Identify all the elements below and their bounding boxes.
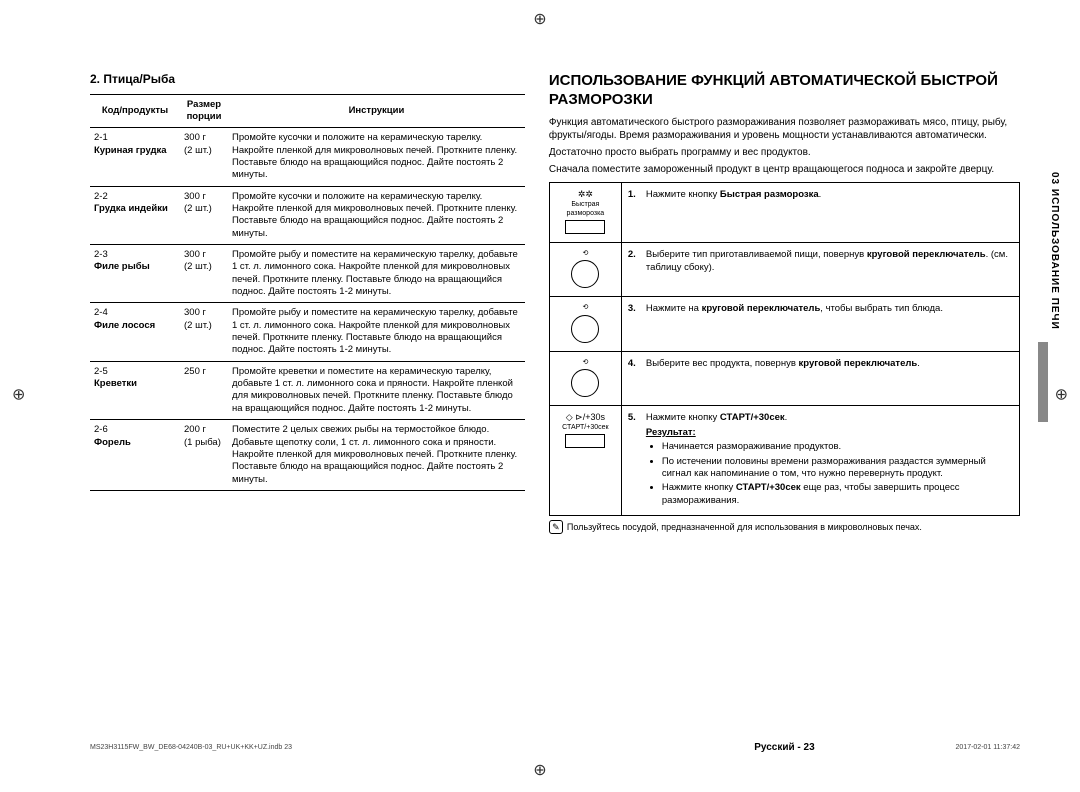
step-icon-cell: ⟲ [549,351,621,405]
step-row: ◇ ⊳/+30sСТАРТ/+30сек5.Нажмите кнопку СТА… [549,405,1019,515]
footer-file: MS23H3115FW_BW_DE68-04240B-03_RU+UK+KK+U… [90,743,292,752]
section-heading: 2. Птица/Рыба [90,72,525,88]
side-tab: 03 ИСПОЛЬЗОВАНИЕ ПЕЧИ [1048,172,1068,372]
cell-instr: Поместите 2 целых свежих рыбы на термост… [228,420,525,491]
table-row: 2-4Филе лосося300 г(2 шт.)Промойте рыбу … [90,303,525,361]
right-column: ИСПОЛЬЗОВАНИЕ ФУНКЦИЙ АВТОМАТИЧЕСКОЙ БЫС… [549,72,1020,714]
steps-table: ✲✲Быстрая разморозка1.Нажмите кнопку Быс… [549,182,1020,517]
footer-meta: MS23H3115FW_BW_DE68-04240B-03_RU+UK+KK+U… [90,743,1020,752]
cell-code: 2-5Креветки [90,361,180,419]
step-text-cell: 4.Выберите вес продукта, повернув кругов… [621,351,1019,405]
cell-instr: Промойте кусочки и положите на керамичес… [228,186,525,244]
table-row: 2-2Грудка индейки300 г(2 шт.)Промойте ку… [90,186,525,244]
crop-mark-icon: ⊕ [1055,386,1068,407]
step-row: ⟲3.Нажмите на круговой переключатель, чт… [549,297,1019,351]
footer-timestamp: 2017-02-01 11:37:42 [956,743,1020,752]
footnote: ✎ Пользуйтесь посудой, предназначенной дл… [549,520,1020,534]
table-row: 2-5Креветки250 гПромойте креветки и поме… [90,361,525,419]
cell-code: 2-6Форель [90,420,180,491]
cell-code: 2-3Филе рыбы [90,245,180,303]
step-text-cell: 1.Нажмите кнопку Быстрая разморозка. [621,182,1019,243]
crop-mark-icon: ⊕ [533,10,546,31]
side-tab-bar [1038,342,1048,422]
intro-p: Сначала поместите замороженный продукт в… [549,163,1020,176]
step-icon-cell: ✲✲Быстрая разморозка [549,182,621,243]
table-row: 2-1Куриная грудка300 г(2 шт.)Промойте ку… [90,128,525,186]
intro-p: Функция автоматического быстрого размора… [549,116,1020,142]
step-row: ⟲4.Выберите вес продукта, повернув круго… [549,351,1019,405]
cell-instr: Промойте рыбу и поместите на керамическу… [228,245,525,303]
col-instr: Инструкции [228,94,525,128]
button-icon [565,434,605,448]
step-text-cell: 5.Нажмите кнопку СТАРТ/+30сек.Результат:… [621,405,1019,515]
table-row: 2-6Форель200 г(1 рыба)Поместите 2 целых … [90,420,525,491]
cell-code: 2-1Куриная грудка [90,128,180,186]
footnote-text: Пользуйтесь посудой, предназначенной для… [567,522,922,532]
side-tab-label: 03 ИСПОЛЬЗОВАНИЕ ПЕЧИ [1048,172,1061,352]
left-column: 2. Птица/Рыба Код/продукты Размер порции… [90,72,525,714]
page-title: ИСПОЛЬЗОВАНИЕ ФУНКЦИЙ АВТОМАТИЧЕСКОЙ БЫС… [549,72,1020,110]
step-icon-cell: ⟲ [549,243,621,297]
step-text-cell: 2.Выберите тип приготавливаемой пищи, по… [621,243,1019,297]
col-size: Размер порции [180,94,228,128]
button-icon [565,220,605,234]
intro-text: Функция автоматического быстрого размора… [549,116,1020,176]
cell-size: 300 г(2 шт.) [180,186,228,244]
step-icon-cell: ⟲ [549,297,621,351]
cell-size: 250 г [180,361,228,419]
crop-mark-icon: ⊕ [533,761,546,782]
food-table: Код/продукты Размер порции Инструкции 2-… [90,94,525,491]
crop-mark-icon: ⊕ [12,386,25,407]
cell-code: 2-2Грудка индейки [90,186,180,244]
intro-p: Достаточно просто выбрать программу и ве… [549,146,1020,159]
page-content: 2. Птица/Рыба Код/продукты Размер порции… [90,72,1020,714]
col-code: Код/продукты [90,94,180,128]
cell-size: 200 г(1 рыба) [180,420,228,491]
note-icon: ✎ [549,520,563,534]
dial-icon [571,260,599,288]
cell-instr: Промойте рыбу и поместите на керамическу… [228,303,525,361]
step-icon-cell: ◇ ⊳/+30sСТАРТ/+30сек [549,405,621,515]
cell-size: 300 г(2 шт.) [180,303,228,361]
dial-icon [571,369,599,397]
cell-size: 300 г(2 шт.) [180,245,228,303]
cell-instr: Промойте кусочки и положите на керамичес… [228,128,525,186]
cell-size: 300 г(2 шт.) [180,128,228,186]
dial-icon [571,315,599,343]
cell-instr: Промойте креветки и поместите на керамич… [228,361,525,419]
step-row: ⟲2.Выберите тип приготавливаемой пищи, п… [549,243,1019,297]
cell-code: 2-4Филе лосося [90,303,180,361]
step-text-cell: 3.Нажмите на круговой переключатель, что… [621,297,1019,351]
table-row: 2-3Филе рыбы300 г(2 шт.)Промойте рыбу и … [90,245,525,303]
step-row: ✲✲Быстрая разморозка1.Нажмите кнопку Быс… [549,182,1019,243]
